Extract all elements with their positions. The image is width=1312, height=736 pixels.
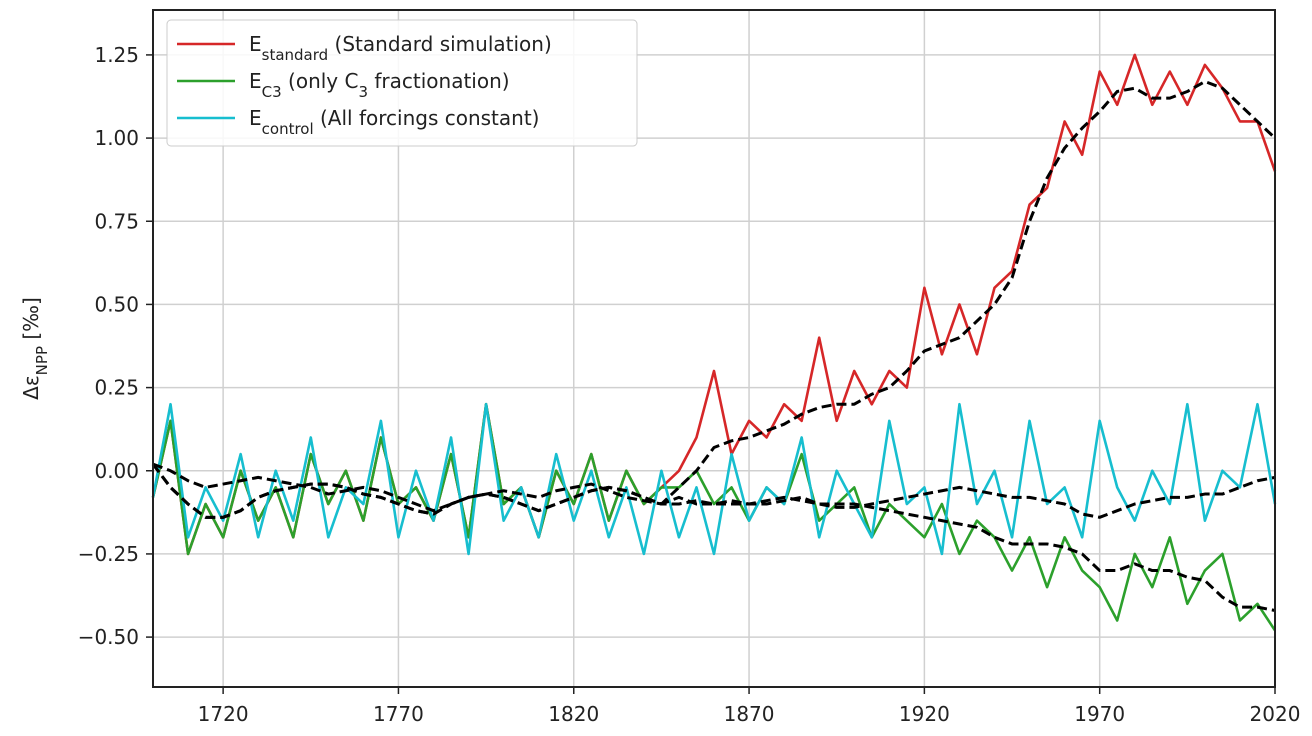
text-part: (Standard simulation) <box>328 32 552 56</box>
text-part: E <box>249 106 262 130</box>
x-tick-label: 1870 <box>724 702 775 726</box>
text-part: [‰] <box>19 297 43 346</box>
text-part: fractionation) <box>368 69 510 93</box>
smoothed-line <box>151 463 1276 612</box>
x-tick-label: 1770 <box>373 702 424 726</box>
series-line <box>151 402 1277 556</box>
y-tick-label: −0.50 <box>78 625 139 649</box>
text-part: E <box>249 69 262 93</box>
subscript: 3 <box>358 83 368 101</box>
text-part: (All forcings constant) <box>314 106 540 130</box>
text-part: Δε <box>19 375 43 400</box>
y-tick-label: 0.50 <box>94 292 139 316</box>
subscript: NPP <box>33 346 51 375</box>
y-axis-label: ΔεNPP [‰] <box>19 297 51 400</box>
plot-frame <box>152 9 1276 688</box>
y-tick-label: 0.75 <box>94 209 139 233</box>
subscript: C3 <box>262 83 282 101</box>
y-tick-label: 1.25 <box>94 43 139 67</box>
x-tick-label: 1820 <box>548 702 599 726</box>
x-tick-label: 1920 <box>899 702 950 726</box>
x-tick-label: 1720 <box>198 702 249 726</box>
y-tick-label: 1.00 <box>94 126 139 150</box>
legend-label: Estandard (Standard simulation) <box>249 32 552 64</box>
x-tick-label: 1970 <box>1074 702 1125 726</box>
smoothed-line <box>152 462 1276 519</box>
legend: Estandard (Standard simulation)EC3 (only… <box>166 19 638 147</box>
text-part: E <box>249 32 262 56</box>
subscript: control <box>262 120 314 138</box>
text-part: (only C <box>282 69 359 93</box>
series-line <box>151 402 1277 632</box>
subscript: standard <box>262 46 329 64</box>
legend-box <box>166 19 638 147</box>
x-tick-label: 2020 <box>1250 702 1301 726</box>
y-tick-label: 0.25 <box>94 376 139 400</box>
y-tick-label: 0.00 <box>94 459 139 483</box>
y-tick-label: −0.25 <box>78 542 139 566</box>
legend-label: Econtrol (All forcings constant) <box>249 106 539 138</box>
legend-label: EC3 (only C3 fractionation) <box>249 69 510 101</box>
